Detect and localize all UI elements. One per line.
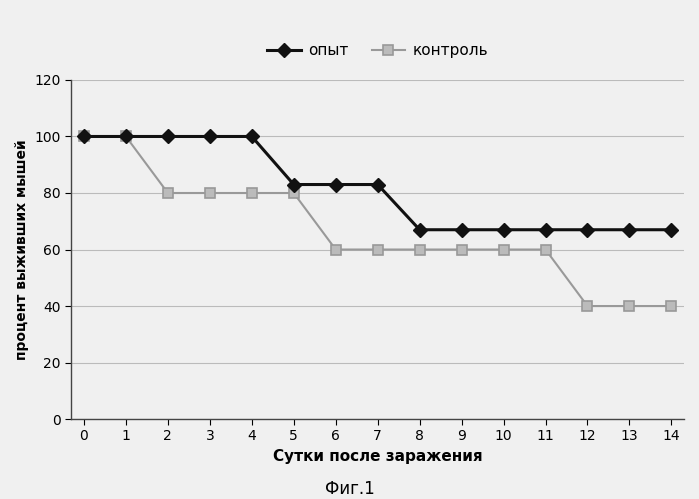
контроль [625, 303, 633, 309]
опыт [625, 227, 633, 233]
опыт [499, 227, 507, 233]
опыт [331, 182, 340, 188]
контроль [373, 247, 382, 252]
опыт [457, 227, 466, 233]
контроль [289, 190, 298, 196]
Legend: опыт, контроль: опыт, контроль [261, 37, 494, 64]
контроль [583, 303, 591, 309]
контроль [247, 190, 256, 196]
опыт [415, 227, 424, 233]
Text: Фиг.1: Фиг.1 [324, 480, 375, 498]
опыт [164, 134, 172, 140]
Y-axis label: процент выживших мышей: процент выживших мышей [15, 139, 29, 360]
контроль [415, 247, 424, 252]
опыт [373, 182, 382, 188]
контроль [499, 247, 507, 252]
опыт [206, 134, 214, 140]
контроль [164, 190, 172, 196]
опыт [122, 134, 130, 140]
контроль [80, 134, 88, 140]
опыт [289, 182, 298, 188]
контроль [457, 247, 466, 252]
опыт [80, 134, 88, 140]
X-axis label: Сутки после заражения: Сутки после заражения [273, 449, 482, 464]
опыт [583, 227, 591, 233]
опыт [668, 227, 676, 233]
опыт [247, 134, 256, 140]
Line: контроль: контроль [79, 132, 676, 311]
Line: опыт: опыт [79, 132, 676, 235]
контроль [122, 134, 130, 140]
контроль [541, 247, 549, 252]
контроль [668, 303, 676, 309]
контроль [206, 190, 214, 196]
контроль [331, 247, 340, 252]
опыт [541, 227, 549, 233]
